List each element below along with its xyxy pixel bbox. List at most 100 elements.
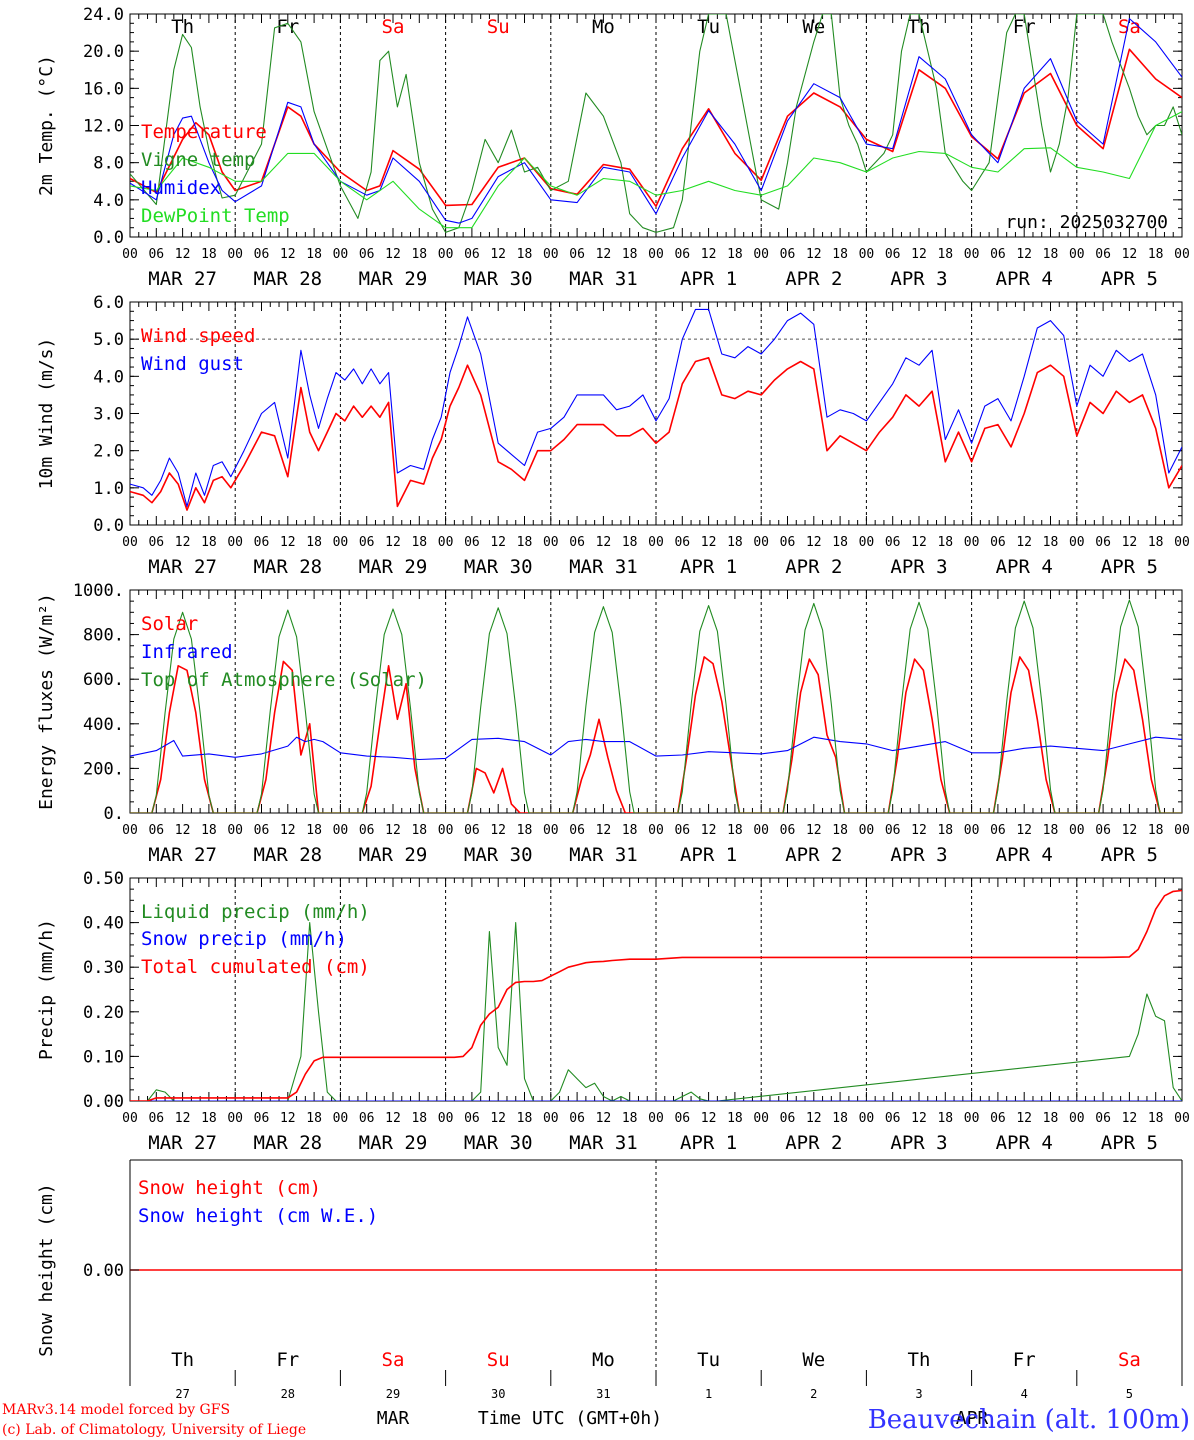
date-label: MAR 29 <box>359 268 428 290</box>
hour-tick-label: 12 <box>1122 535 1138 550</box>
y-tick-label: 0.50 <box>83 869 124 889</box>
hour-tick-label: 18 <box>411 247 427 262</box>
plot-frame <box>129 13 1183 238</box>
panel-snow: 0.00 Th 27 Fr 28 Sa 29 Su 30 Mo 31 Tu 1 We 2 Th 3 Fr 4 Sa 5 S… <box>36 1159 1183 1401</box>
hour-tick-label: 18 <box>832 823 848 838</box>
hour-tick-label: 00 <box>1174 823 1190 838</box>
hour-tick-label: 06 <box>780 535 796 550</box>
date-label: APR 5 <box>1101 1132 1158 1154</box>
y-tick-label: 400. <box>83 715 124 735</box>
weekday-label: Fr <box>276 16 299 38</box>
y-tick-label: 3.0 <box>93 405 124 425</box>
date-label: MAR 30 <box>464 1132 533 1154</box>
hour-tick-label: 12 <box>596 823 612 838</box>
hour-tick-label: 00 <box>333 247 349 262</box>
hour-tick-label: 18 <box>622 535 638 550</box>
hour-tick-label: 06 <box>780 247 796 262</box>
y-tick-label: 600. <box>83 670 124 690</box>
weekday-label: Fr <box>1013 16 1036 38</box>
hour-tick-label: 00 <box>1069 1111 1085 1126</box>
hour-tick-label: 18 <box>411 823 427 838</box>
y-axis-label: Snow height (cm) <box>36 1183 57 1356</box>
hour-tick-label: 00 <box>1174 535 1190 550</box>
hour-tick-label: 00 <box>122 823 138 838</box>
hour-tick-label: 18 <box>1043 1111 1059 1126</box>
y-tick-label: 5.0 <box>93 330 124 350</box>
y-axis-label: 2m Temp. (°C) <box>36 55 57 196</box>
hour-tick-label: 06 <box>1095 823 1111 838</box>
hour-tick-label: 18 <box>1148 247 1164 262</box>
hour-tick-label: 00 <box>859 1111 875 1126</box>
hour-tick-label: 00 <box>1174 247 1190 262</box>
legend-infrared: Infrared <box>141 641 233 663</box>
hour-tick-label: 18 <box>832 535 848 550</box>
legend-snow-precip-mm-h-: Snow precip (mm/h) <box>141 928 347 950</box>
weekday-label: Th <box>171 16 194 38</box>
hour-tick-label: 12 <box>701 535 717 550</box>
hour-tick-label: 00 <box>753 535 769 550</box>
date-label: APR 2 <box>785 556 842 578</box>
y-tick-label: 4.0 <box>93 367 124 387</box>
hour-tick-label: 06 <box>359 823 375 838</box>
hour-tick-label: 18 <box>937 247 953 262</box>
date-label: APR 2 <box>785 268 842 290</box>
legend-dewpoint-temp: DewPoint Temp <box>141 205 290 227</box>
day-number-label: 29 <box>386 1387 400 1401</box>
legend-snow-height-cm-: Snow height (cm) <box>138 1177 321 1199</box>
hour-tick-label: 00 <box>333 823 349 838</box>
hour-tick-label: 06 <box>254 1111 270 1126</box>
hour-tick-label: 12 <box>596 1111 612 1126</box>
hour-tick-label: 00 <box>648 823 664 838</box>
legend-wind-gust: Wind gust <box>141 353 244 375</box>
date-label: APR 4 <box>996 844 1053 866</box>
date-label: MAR 31 <box>569 844 638 866</box>
y-axis-label: 10m Wind (m/s) <box>36 338 57 490</box>
hour-tick-label: 12 <box>175 1111 191 1126</box>
hour-tick-label: 06 <box>569 1111 585 1126</box>
y-tick-label: 800. <box>83 626 124 646</box>
series-total-cumulated-cm- <box>130 889 1182 1101</box>
hour-tick-label: 06 <box>990 535 1006 550</box>
y-tick-label: 0.00 <box>83 1092 124 1112</box>
hour-tick-label: 12 <box>701 247 717 262</box>
hour-tick-label: 18 <box>201 823 217 838</box>
hour-tick-label: 18 <box>201 1111 217 1126</box>
hour-tick-label: 18 <box>727 1111 743 1126</box>
date-label: APR 3 <box>890 1132 947 1154</box>
hour-tick-label: 12 <box>806 823 822 838</box>
hour-tick-label: 00 <box>333 535 349 550</box>
series-group <box>130 308 1182 511</box>
hour-tick-label: 12 <box>175 535 191 550</box>
day-number-label: 2 <box>810 1387 817 1401</box>
hour-tick-label: 18 <box>517 1111 533 1126</box>
hour-tick-label: 06 <box>885 1111 901 1126</box>
hour-tick-label: 12 <box>701 823 717 838</box>
hour-tick-label: 00 <box>543 535 559 550</box>
hour-tick-label: 06 <box>148 247 164 262</box>
hour-tick-label: 18 <box>622 247 638 262</box>
hour-tick-label: 12 <box>280 823 296 838</box>
hour-tick-label: 06 <box>148 823 164 838</box>
hour-tick-label: 06 <box>359 535 375 550</box>
date-label: MAR 27 <box>148 556 217 578</box>
hour-tick-label: 00 <box>122 247 138 262</box>
hour-tick-label: 06 <box>464 247 480 262</box>
weekday-label: Su <box>487 1349 510 1371</box>
y-tick-label: 12.0 <box>83 117 124 137</box>
hour-tick-label: 12 <box>806 1111 822 1126</box>
weekday-label: Fr <box>1013 1349 1036 1371</box>
hour-tick-label: 18 <box>937 1111 953 1126</box>
y-tick-label: 0.00 <box>83 1261 124 1281</box>
weekday-label: We <box>802 16 825 38</box>
date-label: APR 3 <box>890 556 947 578</box>
hour-tick-label: 12 <box>806 247 822 262</box>
hour-tick-label: 18 <box>1043 247 1059 262</box>
y-tick-label: 1.0 <box>93 479 124 499</box>
weekday-label: Th <box>908 1349 931 1371</box>
hour-tick-label: 18 <box>1148 535 1164 550</box>
hour-tick-label: 06 <box>254 247 270 262</box>
date-label: APR 1 <box>680 1132 737 1154</box>
hour-tick-label: 00 <box>333 1111 349 1126</box>
legend-wind-speed: Wind speed <box>141 325 255 347</box>
hour-tick-label: 18 <box>622 1111 638 1126</box>
